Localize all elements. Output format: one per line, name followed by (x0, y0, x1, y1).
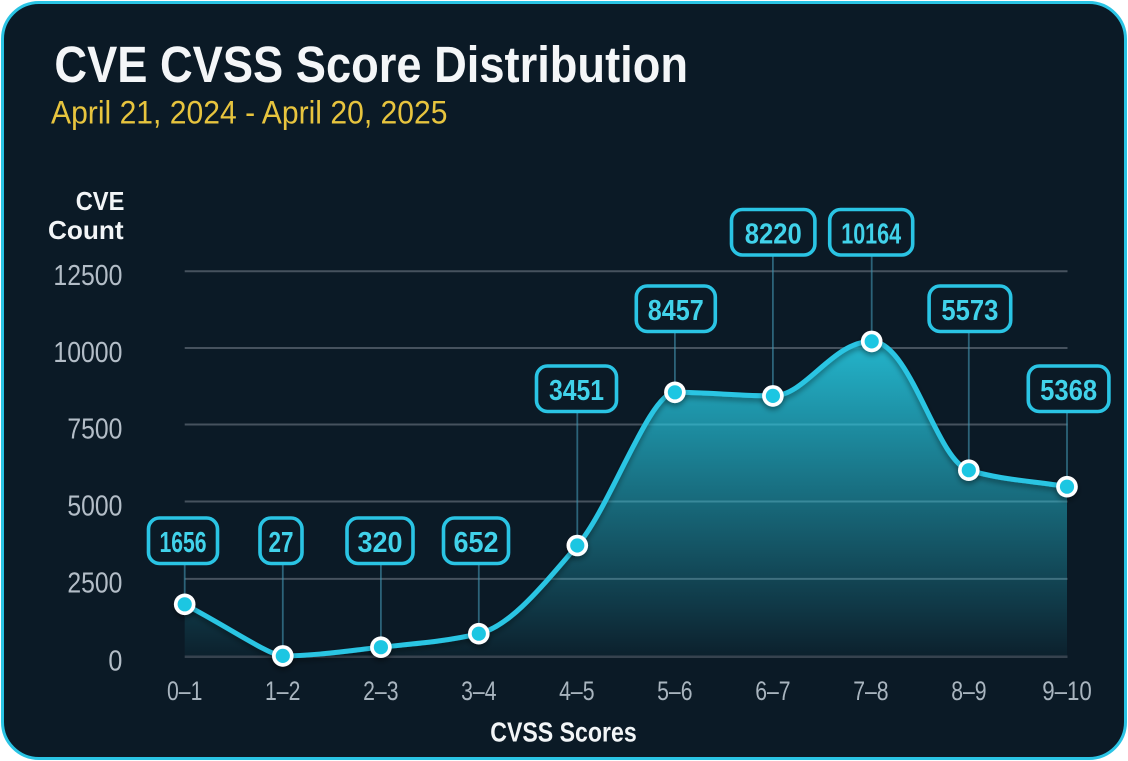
svg-text:Count: Count (48, 215, 124, 245)
svg-text:CVE CVSS Score Distribution: CVE CVSS Score Distribution (54, 36, 688, 93)
svg-text:7500: 7500 (67, 413, 122, 445)
svg-text:2500: 2500 (67, 568, 122, 600)
svg-text:12500: 12500 (53, 260, 122, 292)
svg-text:10000: 10000 (53, 337, 122, 369)
svg-text:320: 320 (358, 527, 403, 559)
svg-text:6–7: 6–7 (755, 676, 790, 706)
svg-text:1–2: 1–2 (265, 676, 300, 706)
svg-text:4–5: 4–5 (559, 676, 594, 706)
svg-text:2–3: 2–3 (363, 676, 398, 706)
svg-text:5000: 5000 (67, 490, 122, 522)
svg-text:8457: 8457 (648, 295, 704, 327)
svg-text:27: 27 (269, 527, 294, 559)
svg-text:5–6: 5–6 (657, 676, 692, 706)
svg-text:0: 0 (108, 646, 122, 678)
svg-text:652: 652 (454, 527, 499, 559)
svg-text:8220: 8220 (745, 218, 802, 250)
svg-text:April 21, 2024 - April 20, 202: April 21, 2024 - April 20, 2025 (51, 94, 448, 130)
svg-text:CVE: CVE (76, 186, 125, 216)
svg-text:9–10: 9–10 (1042, 676, 1092, 706)
svg-text:1656: 1656 (160, 527, 207, 559)
svg-text:5573: 5573 (941, 295, 998, 327)
svg-text:8–9: 8–9 (951, 676, 986, 706)
svg-text:10164: 10164 (841, 218, 901, 250)
svg-text:0–1: 0–1 (167, 676, 202, 706)
svg-text:5368: 5368 (1040, 375, 1097, 407)
svg-text:3–4: 3–4 (461, 676, 496, 706)
svg-text:CVSS Scores: CVSS Scores (490, 716, 637, 747)
svg-text:3451: 3451 (549, 375, 604, 407)
svg-text:7–8: 7–8 (853, 676, 888, 706)
